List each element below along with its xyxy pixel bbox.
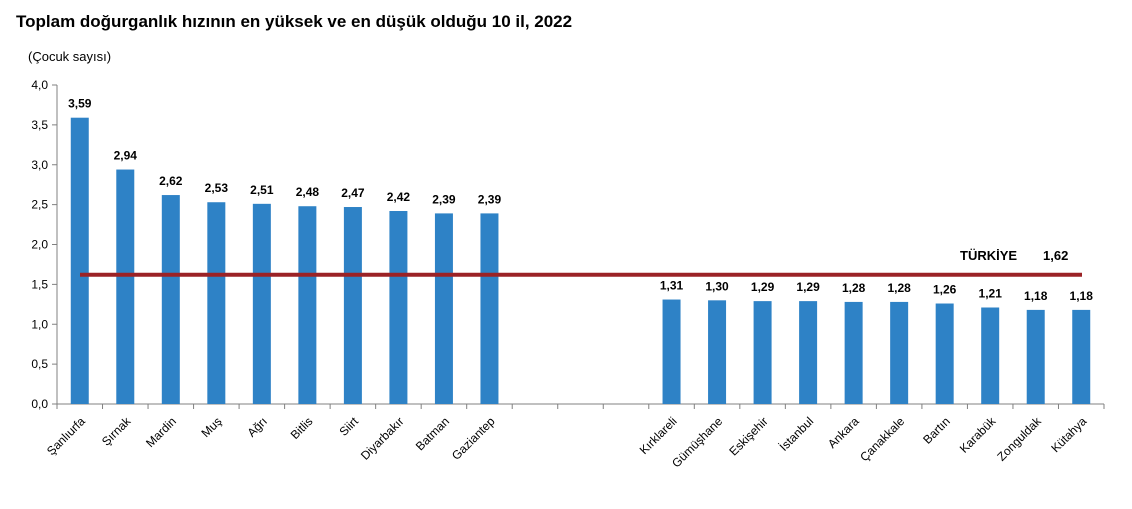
bar-value-label: 1,21 xyxy=(979,287,1003,301)
x-tick-label: Siirt xyxy=(336,414,361,439)
bar xyxy=(935,303,954,404)
bar-value-label: 1,31 xyxy=(660,279,684,293)
bar xyxy=(434,213,453,404)
bars xyxy=(70,117,1091,404)
y-tick-label: 1,5 xyxy=(31,277,48,291)
x-tick-label: Eskişehir xyxy=(726,414,770,458)
bar-value-label: 2,48 xyxy=(296,185,320,199)
bar-value-label: 2,62 xyxy=(159,174,183,188)
chart-title: Toplam doğurganlık hızının en yüksek ve … xyxy=(16,12,573,31)
y-tick-label: 2,0 xyxy=(31,238,48,252)
y-tick-label: 1,0 xyxy=(31,317,48,331)
bar xyxy=(662,299,681,404)
reference-line-value: 1,62 xyxy=(1043,248,1068,263)
reference-line-label: TÜRKİYE xyxy=(960,248,1017,263)
bar-value-label: 1,29 xyxy=(751,280,775,294)
bar xyxy=(799,301,818,404)
y-axis-unit-label: (Çocuk sayısı) xyxy=(28,49,112,64)
y-tick-label: 0,5 xyxy=(31,357,48,371)
x-tick-label: Şırnak xyxy=(99,414,134,449)
bar xyxy=(116,169,135,404)
x-tick-label: Çanakkale xyxy=(857,414,907,464)
bar xyxy=(343,207,362,404)
bar xyxy=(70,117,89,404)
bar xyxy=(890,301,909,404)
bar xyxy=(298,206,317,404)
bar-value-label: 2,94 xyxy=(114,149,138,163)
bar xyxy=(480,213,499,404)
bar-value-label: 2,39 xyxy=(432,192,456,206)
axes: 0,0 0,5 1,0 1,5 2,0 2,5 3,0 3,5 4,0 xyxy=(31,78,1105,411)
x-tick-label: Bitlis xyxy=(288,414,316,442)
bar xyxy=(1072,309,1091,404)
reference-line-group: TÜRKİYE 1,62 xyxy=(80,248,1082,277)
bar-value-label: 1,30 xyxy=(705,279,729,293)
bar-value-label: 1,28 xyxy=(887,281,911,295)
bar-value-label: 2,42 xyxy=(387,190,411,204)
x-tick-label: Ağrı xyxy=(245,414,270,439)
bar-value-label: 1,18 xyxy=(1070,289,1094,303)
x-tick-label: Diyarbakır xyxy=(358,414,407,463)
y-tick-label: 3,0 xyxy=(31,158,48,172)
bar-value-label: 2,47 xyxy=(341,186,365,200)
bar-value-label: 2,51 xyxy=(250,183,274,197)
bar xyxy=(753,301,772,404)
bar xyxy=(207,202,226,404)
y-tick-label: 4,0 xyxy=(31,78,48,92)
x-tick-label: Kırklareli xyxy=(637,414,680,457)
bar xyxy=(1026,309,1045,404)
x-tick-label: Zonguldak xyxy=(994,414,1044,464)
bar-value-label: 1,28 xyxy=(842,281,866,295)
x-tick-labels: Şanlıurfa Şırnak Mardin Muş Ağrı Bitlis SiirtD… xyxy=(44,414,1090,471)
bar xyxy=(161,195,180,404)
x-tick-label: Mardin xyxy=(143,414,179,450)
x-tick-label: Gaziantep xyxy=(449,414,498,463)
x-tick-label: Kütahya xyxy=(1048,414,1089,455)
bar xyxy=(981,307,1000,404)
x-tick-label: Karabük xyxy=(957,414,999,456)
bar xyxy=(389,211,408,404)
x-tick-label: Ankara xyxy=(825,414,862,451)
bar xyxy=(708,300,727,404)
x-tick-label: Batman xyxy=(413,414,452,453)
bar-value-label: 2,39 xyxy=(478,192,502,206)
bar-value-label: 1,26 xyxy=(933,283,957,297)
bar xyxy=(844,301,863,404)
value-labels: 3,59 2,94 2,62 2,53 2,51 2,48 2,47 2,42 2,39 2,39… xyxy=(68,97,1093,303)
y-tick-label: 2,5 xyxy=(31,198,48,212)
x-tick-label: Şanlıurfa xyxy=(44,414,88,458)
x-tick-label: İstanbul xyxy=(777,414,817,454)
bar-value-label: 3,59 xyxy=(68,97,92,111)
y-tick-label: 3,5 xyxy=(31,118,48,132)
bar-value-label: 2,53 xyxy=(205,181,229,195)
bar-value-label: 1,29 xyxy=(796,280,820,294)
x-tick-label: Muş xyxy=(199,414,225,440)
bar xyxy=(252,203,271,404)
x-tick-label: Bartın xyxy=(920,414,953,447)
bar-value-label: 1,18 xyxy=(1024,289,1048,303)
y-tick-label: 0,0 xyxy=(31,397,48,411)
